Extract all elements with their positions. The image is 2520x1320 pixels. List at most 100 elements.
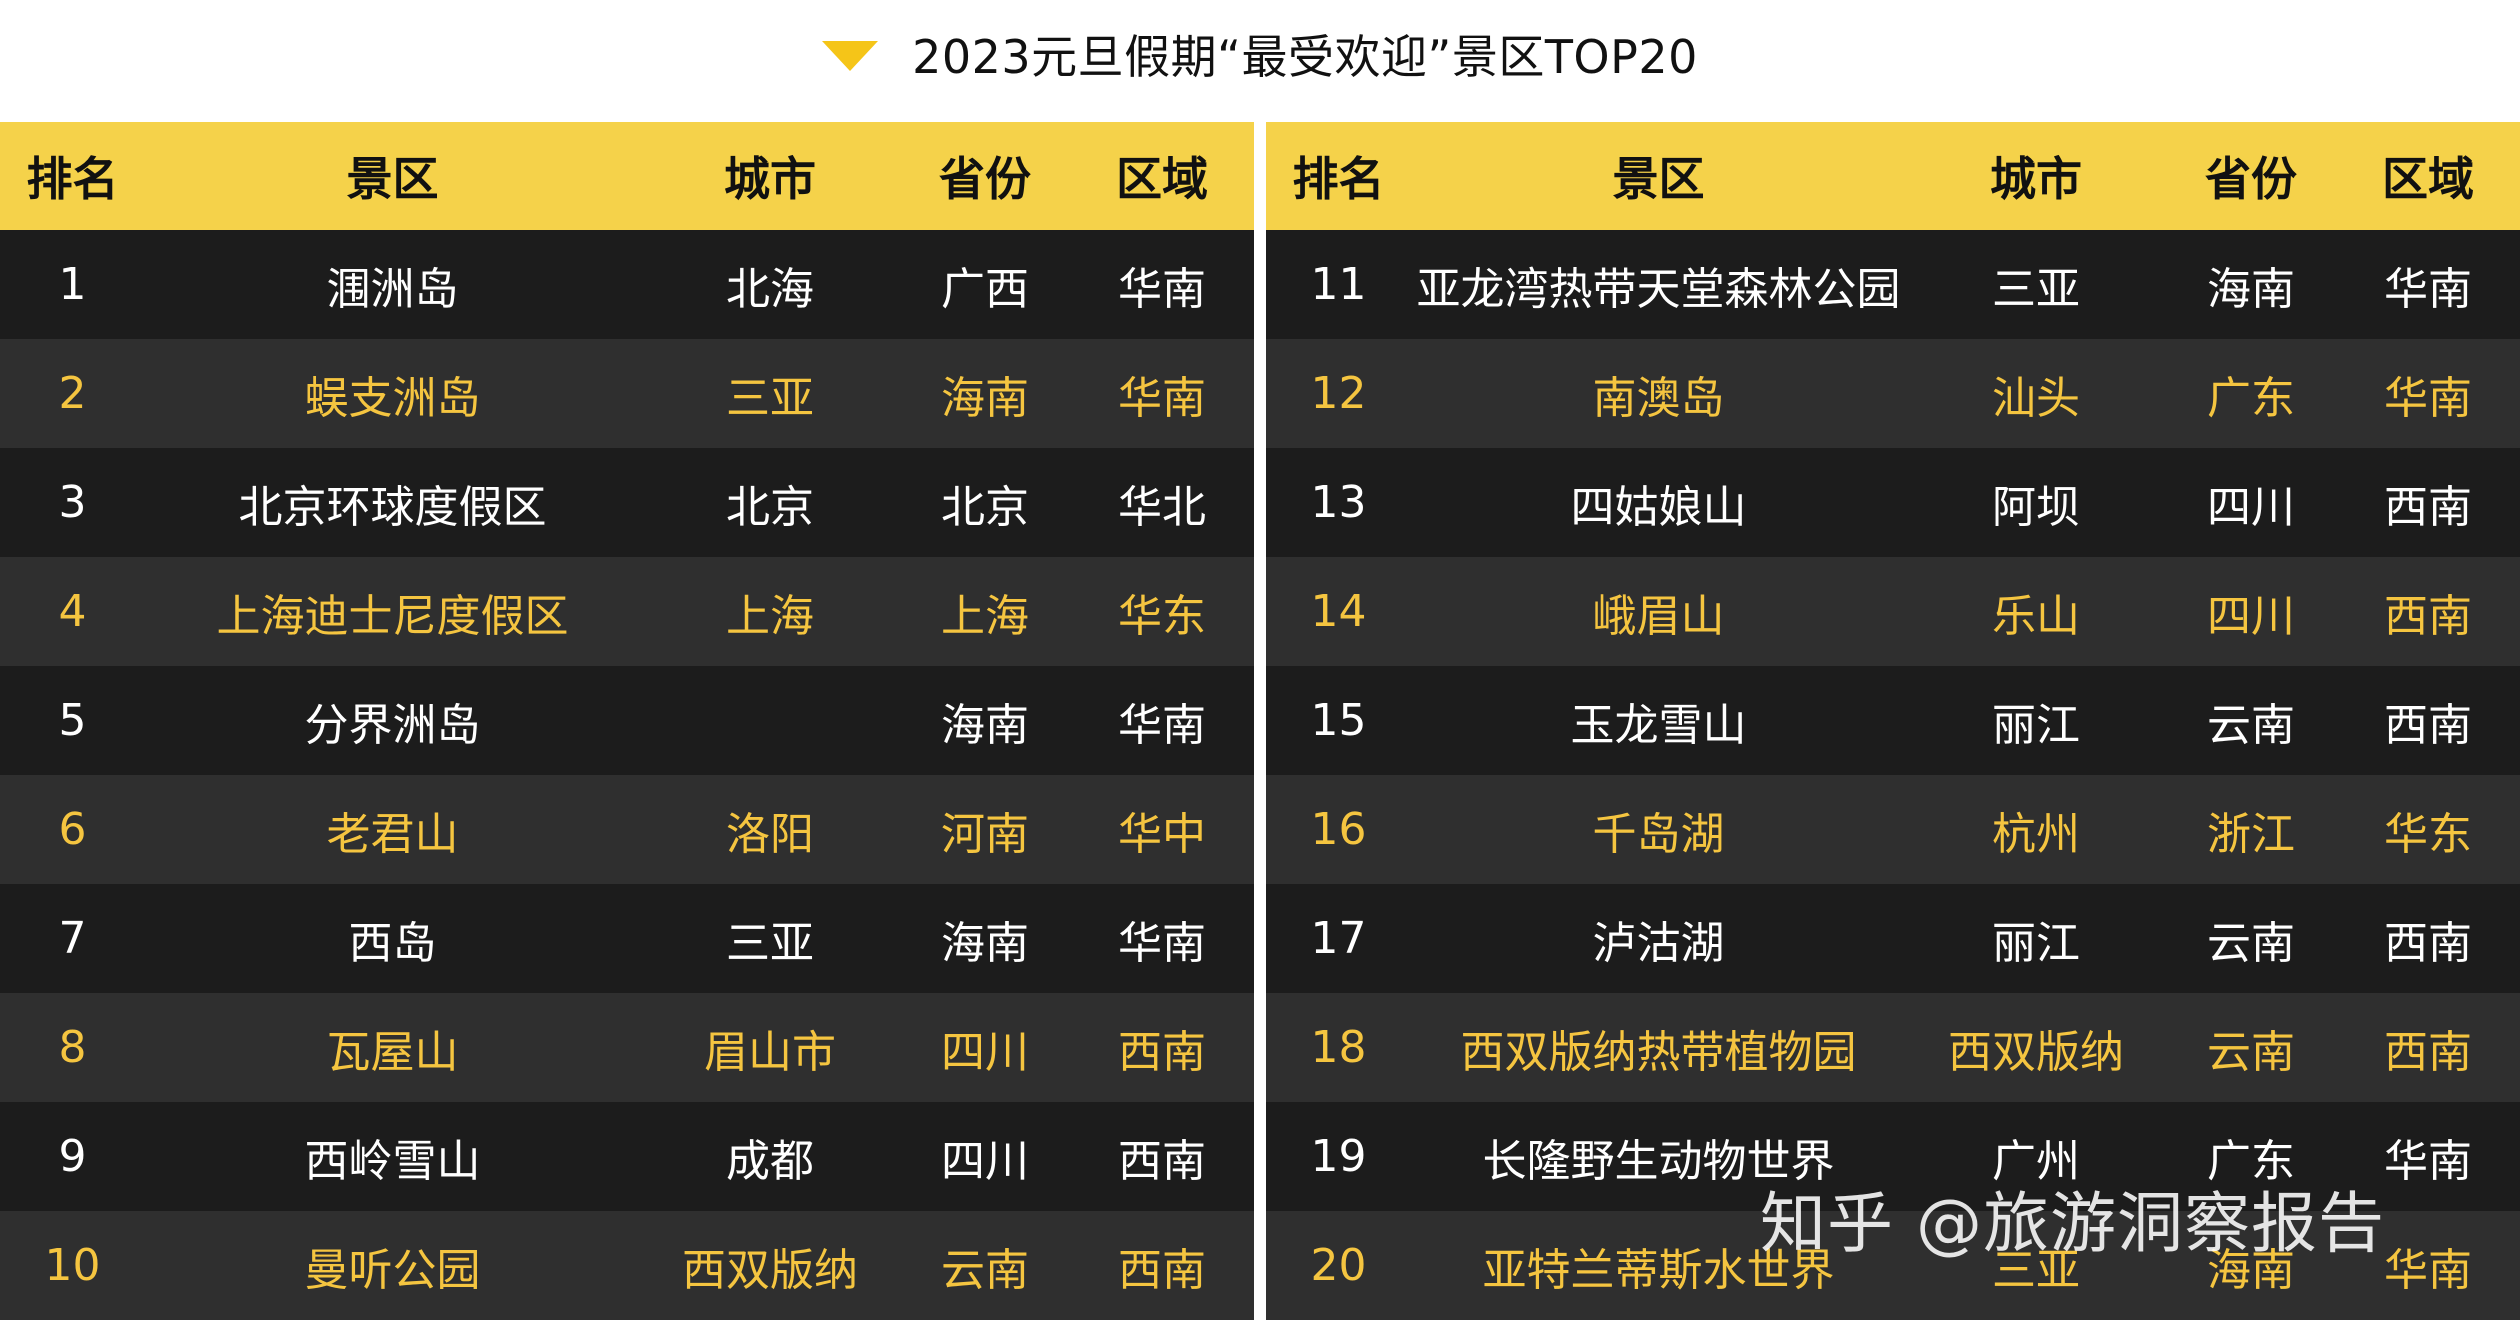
cell-city: 北海 (726, 263, 814, 315)
cell-province: 四川 (941, 1026, 1029, 1078)
table-row: 1 涠洲岛 北海 广西 华南 (0, 230, 1254, 339)
cell-rank: 16 (1310, 804, 1367, 855)
cell-spot: 南澳岛 (1592, 372, 1725, 424)
table-header: 排名 景区 城市 省份 区域 (0, 122, 1254, 230)
header-region: 区域 (1116, 152, 1208, 206)
cell-rank: 6 (58, 804, 87, 855)
cell-rank: 8 (58, 1022, 87, 1073)
header-spot: 景区 (346, 152, 439, 206)
cell-spot: 老君山 (326, 808, 459, 860)
cell-city: 乐山 (1992, 590, 2080, 642)
cell-spot: 北京环球度假区 (238, 481, 547, 533)
table-row: 15 玉龙雪山 丽江 云南 西南 (1266, 666, 2520, 775)
table-row: 7 西岛 三亚 海南 华南 (0, 884, 1254, 993)
cell-rank: 1 (58, 259, 87, 310)
cell-region: 华南 (2384, 1135, 2472, 1187)
header-province: 省份 (2205, 152, 2297, 206)
cell-province: 海南 (941, 372, 1029, 424)
watermark: 知乎 @旅游洞察报告 (1760, 1185, 2385, 1262)
table-row: 8 瓦屋山 眉山市 四川 西南 (0, 993, 1254, 1102)
table-row: 2 蜈支洲岛 三亚 海南 华南 (0, 339, 1254, 448)
cell-province: 云南 (2207, 1026, 2295, 1078)
cell-region: 华中 (1118, 808, 1206, 860)
title-row: 2023元旦假期“最受欢迎”景区TOP20 (0, 0, 2520, 108)
cell-city: 洛阳 (726, 808, 814, 860)
table-row: 18 西双版纳热带植物园 西双版纳 云南 西南 (1266, 993, 2520, 1102)
table-row: 6 老君山 洛阳 河南 华中 (0, 775, 1254, 884)
cell-spot: 峨眉山 (1592, 590, 1725, 642)
table-row: 9 西岭雪山 成都 四川 西南 (0, 1102, 1254, 1211)
cell-city: 西双版纳 (1948, 1026, 2124, 1078)
header-city: 城市 (1990, 152, 2082, 206)
cell-rank: 17 (1310, 913, 1367, 964)
cell-province: 上海 (941, 590, 1029, 642)
table-row: 19 长隆野生动物世界 广州 广东 华南 (1266, 1102, 2520, 1211)
page-title: 2023元旦假期“最受欢迎”景区TOP20 (912, 30, 1698, 84)
cell-spot: 长隆野生动物世界 (1482, 1135, 1835, 1187)
header-city: 城市 (724, 152, 816, 206)
cell-region: 华南 (2384, 1244, 2472, 1296)
cell-region: 华南 (1118, 263, 1206, 315)
cell-spot: 西双版纳热带植物园 (1460, 1026, 1857, 1078)
cell-city: 北京 (726, 481, 814, 533)
table-body: 11 亚龙湾热带天堂森林公园 三亚 海南 华南 12 南澳岛 汕头 广东 华南 13 四姑娘山 阿坝 四川… (1266, 230, 2520, 1320)
cell-city: 广州 (1992, 1135, 2080, 1187)
cell-province: 浙江 (2207, 808, 2295, 860)
cell-rank: 7 (58, 913, 87, 964)
cell-province: 海南 (941, 917, 1029, 969)
cell-province: 云南 (2207, 699, 2295, 751)
table-row: 20 亚特兰蒂斯水世界 三亚 海南 华南 (1266, 1211, 2520, 1320)
cell-province: 北京 (941, 481, 1029, 533)
cell-rank: 15 (1310, 695, 1367, 746)
cell-region: 华南 (1118, 917, 1206, 969)
cell-region: 华南 (1118, 372, 1206, 424)
cell-city: 西双版纳 (682, 1244, 858, 1296)
cell-region: 西南 (2384, 917, 2472, 969)
cell-rank: 14 (1310, 586, 1367, 637)
table-body: 1 涠洲岛 北海 广西 华南 2 蜈支洲岛 三亚 海南 华南 3 北京环球度假区 北京 北京 华北 4 上海迪士… (0, 230, 1254, 1320)
cell-city: 三亚 (1992, 263, 2080, 315)
cell-spot: 西岛 (348, 917, 437, 969)
cell-spot: 曼听公园 (304, 1244, 481, 1296)
cell-city: 三亚 (726, 372, 814, 424)
cell-spot: 分界洲岛 (304, 699, 481, 751)
cell-city: 三亚 (1992, 1244, 2080, 1296)
header-rank: 排名 (1292, 152, 1385, 206)
cell-region: 华北 (1118, 481, 1206, 533)
cell-region: 华东 (2384, 808, 2472, 860)
cell-region: 华南 (2384, 372, 2472, 424)
cell-province: 云南 (2207, 917, 2295, 969)
cell-spot: 西岭雪山 (304, 1135, 481, 1187)
table-row: 11 亚龙湾热带天堂森林公园 三亚 海南 华南 (1266, 230, 2520, 339)
cell-region: 西南 (2384, 481, 2472, 533)
cell-rank: 2 (58, 368, 87, 419)
cell-region: 西南 (1118, 1135, 1206, 1187)
cell-spot: 泸沽湖 (1592, 917, 1725, 969)
cell-rank: 5 (58, 695, 87, 746)
ranking-table-left: 排名 景区 城市 省份 区域 1 涠洲岛 北海 广西 华南 2 蜈支洲岛 三亚 海南 华南 3 北京环… (0, 122, 1254, 1320)
cell-region: 西南 (2384, 699, 2472, 751)
cell-spot: 蜈支洲岛 (304, 372, 481, 424)
cell-rank: 3 (58, 477, 87, 528)
cell-rank: 12 (1310, 368, 1367, 419)
header-rank: 排名 (26, 152, 119, 206)
cell-province: 海南 (2207, 1244, 2295, 1296)
cell-region: 西南 (1118, 1244, 1206, 1296)
cell-spot: 四姑娘山 (1570, 481, 1747, 533)
cell-rank: 9 (58, 1131, 87, 1182)
cell-city: 成都 (726, 1135, 814, 1187)
table-row: 10 曼听公园 西双版纳 云南 西南 (0, 1211, 1254, 1320)
cell-province: 河南 (941, 808, 1029, 860)
table-row: 4 上海迪士尼度假区 上海 上海 华东 (0, 557, 1254, 666)
cell-city: 三亚 (726, 917, 814, 969)
cell-region: 华南 (2384, 263, 2472, 315)
table-row: 17 泸沽湖 丽江 云南 西南 (1266, 884, 2520, 993)
cell-rank: 11 (1310, 259, 1367, 310)
cell-rank: 4 (58, 586, 87, 637)
triangle-down-icon (822, 41, 879, 71)
cell-region: 西南 (2384, 590, 2472, 642)
table-row: 12 南澳岛 汕头 广东 华南 (1266, 339, 2520, 448)
header-spot: 景区 (1612, 152, 1705, 206)
cell-rank: 10 (44, 1240, 101, 1291)
cell-rank: 13 (1310, 477, 1367, 528)
